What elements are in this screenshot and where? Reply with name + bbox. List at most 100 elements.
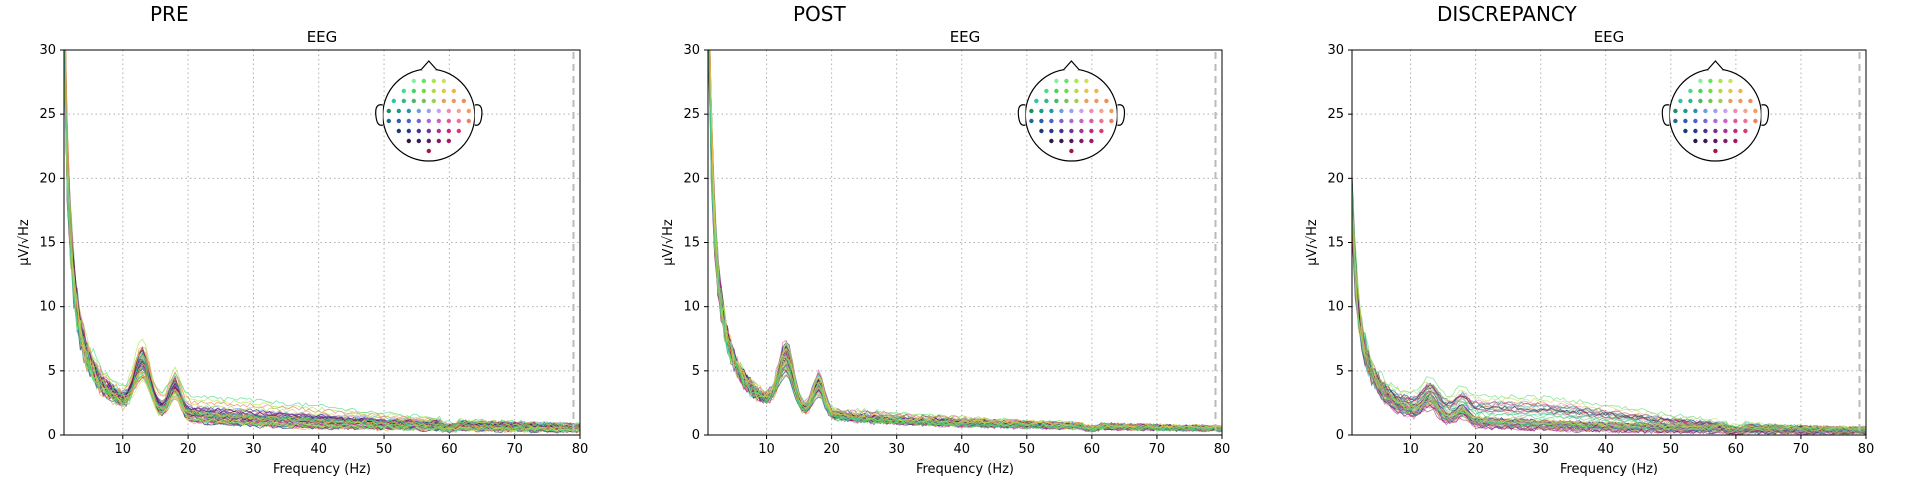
sensor-dot xyxy=(1713,108,1718,114)
sensor-dot xyxy=(1054,98,1059,104)
x-axis-label: Frequency (Hz) xyxy=(916,462,1014,477)
sensor-dot xyxy=(1713,128,1718,134)
panel-title-pre: PRE xyxy=(150,2,189,26)
x-tick-label: 60 xyxy=(1728,442,1745,457)
sensor-dot xyxy=(1034,98,1039,104)
sensor-dot xyxy=(1713,138,1718,144)
sensor-dot xyxy=(1673,108,1678,114)
y-tick-label: 10 xyxy=(683,300,700,315)
psd-line xyxy=(708,50,1222,432)
sensor-dot xyxy=(421,88,427,94)
head-nose xyxy=(1062,60,1080,71)
x-tick-label: 40 xyxy=(310,442,327,457)
sensor-dot xyxy=(436,138,442,144)
sensor-dot xyxy=(406,108,412,114)
y-tick-label: 15 xyxy=(683,236,700,251)
psd-lines xyxy=(64,50,580,434)
x-tick-label: 80 xyxy=(572,442,589,457)
sensor-dot xyxy=(426,108,432,114)
y-tick-label: 5 xyxy=(692,364,700,379)
sensor-dot xyxy=(426,118,432,124)
sensor-dot xyxy=(1109,118,1114,124)
sensor-dot xyxy=(1059,138,1064,144)
sensor-dot xyxy=(441,88,447,94)
panel-title-discrepancy: DISCREPANCY xyxy=(1437,2,1577,26)
sensor-dot xyxy=(466,118,472,124)
psd-line xyxy=(708,52,1222,431)
axes-subtitle: EEG xyxy=(950,28,981,46)
sensor-dot xyxy=(1708,78,1713,84)
sensor-dot xyxy=(1698,98,1703,104)
head-ear-right xyxy=(474,104,483,126)
sensor-dot xyxy=(466,108,472,114)
sensor-dot xyxy=(1703,108,1708,114)
sensor-dot xyxy=(1698,78,1703,84)
sensor-dot xyxy=(456,118,462,124)
x-axis-label: Frequency (Hz) xyxy=(273,462,371,477)
sensor-dot xyxy=(436,118,442,124)
psd-line xyxy=(64,50,580,430)
psd-line xyxy=(64,50,580,433)
sensor-dot xyxy=(451,88,457,94)
psd-line xyxy=(65,50,580,429)
sensor-dot xyxy=(416,138,422,144)
panel-pre: 10 20 30 40 50 60 70 80 0 5 10 15 20 25 30 EEG Frequency… xyxy=(17,28,589,477)
sensor-dot xyxy=(1728,78,1733,84)
sensor-dot xyxy=(421,78,427,84)
sensor-dot xyxy=(1713,148,1718,154)
sensor-dot xyxy=(391,98,397,104)
sensor-dot xyxy=(406,138,412,144)
sensor-dot xyxy=(1064,88,1069,94)
sensor-dot xyxy=(1703,138,1708,144)
x-tick-label: 60 xyxy=(1084,442,1101,457)
sensor-dot xyxy=(1738,98,1743,104)
x-tick-label: 20 xyxy=(1467,442,1484,457)
y-tick-label: 20 xyxy=(39,171,56,186)
sensor-dot xyxy=(1054,88,1059,94)
y-axis-label: µV/√Hz xyxy=(661,219,676,266)
sensor-dot xyxy=(1099,128,1104,134)
psd-line xyxy=(1352,184,1866,431)
sensor-dot xyxy=(1074,88,1079,94)
sensor-dot xyxy=(1753,118,1758,124)
sensor-dot xyxy=(1683,128,1688,134)
sensor-dot xyxy=(1049,128,1054,134)
sensor-dot xyxy=(411,88,417,94)
sensor-dot xyxy=(1723,128,1728,134)
psd-lines xyxy=(708,50,1222,433)
psd-lines xyxy=(1352,173,1866,435)
y-tick-label: 0 xyxy=(692,428,700,443)
psd-line xyxy=(64,50,580,430)
x-tick-label: 40 xyxy=(953,442,970,457)
sensor-dot xyxy=(456,128,462,134)
x-tick-label: 20 xyxy=(823,442,840,457)
sensor-dot xyxy=(401,88,407,94)
sensor-dot xyxy=(1049,138,1054,144)
sensor-dot xyxy=(1743,128,1748,134)
panel-discrepancy: 10 20 30 40 50 60 70 80 0 5 10 15 20 25 30 EEG Frequency… xyxy=(1305,28,1874,477)
head-ear-left xyxy=(1661,104,1670,126)
sensor-dot xyxy=(1084,98,1089,104)
x-tick-label: 50 xyxy=(376,442,393,457)
sensor-dot xyxy=(1049,118,1054,124)
sensor-dot xyxy=(1044,98,1049,104)
psd-line xyxy=(64,50,580,432)
sensor-dot xyxy=(1688,98,1693,104)
sensor-dot xyxy=(431,98,437,104)
sensor-dot xyxy=(1733,128,1738,134)
sensor-dot xyxy=(1064,98,1069,104)
sensor-dot xyxy=(426,138,432,144)
y-tick-label: 5 xyxy=(1336,364,1344,379)
sensor-dot xyxy=(1054,78,1059,84)
sensor-dot xyxy=(1059,118,1064,124)
sensor-dot xyxy=(1079,108,1084,114)
head-outline xyxy=(1024,68,1118,162)
sensor-dot xyxy=(1708,98,1713,104)
psd-line xyxy=(708,50,1222,432)
psd-line xyxy=(708,50,1222,430)
sensor-dot xyxy=(1738,88,1743,94)
sensor-dot xyxy=(451,98,457,104)
psd-line xyxy=(709,50,1222,430)
sensor-dot xyxy=(1084,88,1089,94)
